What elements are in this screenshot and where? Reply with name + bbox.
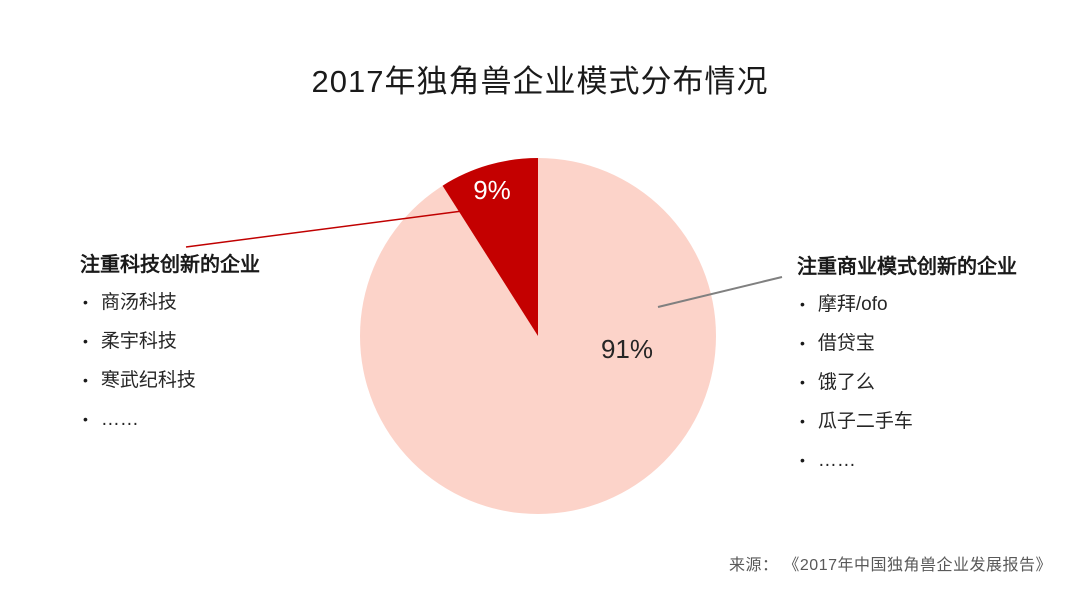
list-item-label: …… (817, 450, 856, 471)
list-item-label: 商汤科技 (100, 292, 177, 313)
bullet-icon: • (800, 413, 805, 429)
pie-slice-tech (442, 157, 538, 336)
list-item: • 瓜子二手车 (797, 411, 1017, 433)
business-example-list: • 摩拜/ofo • 借贷宝 • 饿了么 • 瓜子二手车 • …… (797, 294, 1017, 472)
list-item: • 摩拜/ofo (797, 294, 1017, 316)
bullet-icon: • (83, 294, 88, 310)
list-item: • 柔宇科技 (80, 331, 260, 353)
list-item: • 商汤科技 (80, 292, 260, 314)
bullet-icon: • (800, 296, 805, 312)
list-item-label: 摩拜/ofo (817, 294, 888, 315)
chart-title: 2017年独角兽企业模式分布情况 (311, 64, 769, 99)
business-group-header: 注重商业模式创新的企业 (797, 256, 1017, 278)
bullet-icon: • (800, 374, 805, 390)
list-item-label: 借贷宝 (817, 333, 875, 354)
list-item: • …… (80, 409, 260, 431)
tech-group-header: 注重科技创新的企业 (80, 254, 260, 276)
list-item-label: 寒武纪科技 (100, 370, 196, 391)
bullet-icon: • (83, 333, 88, 349)
bullet-icon: • (800, 335, 805, 351)
list-item-label: 柔宇科技 (100, 331, 177, 352)
list-item: • 饿了么 (797, 372, 1017, 394)
list-item-label: …… (100, 409, 139, 430)
leader-line-tech (185, 209, 471, 248)
pie-label-business-percent: 91% (600, 334, 654, 364)
list-item: • 寒武纪科技 (80, 370, 260, 392)
bullet-icon: • (800, 452, 805, 468)
business-annotation-group: 注重商业模式创新的企业 • 摩拜/ofo • 借贷宝 • 饿了么 • 瓜子二手车… (797, 254, 1017, 489)
list-item-label: 饿了么 (817, 372, 875, 393)
tech-annotation-group: 注重科技创新的企业 • 商汤科技 • 柔宇科技 • 寒武纪科技 • …… (80, 252, 260, 448)
list-item: • …… (797, 450, 1017, 472)
bullet-icon: • (83, 411, 88, 427)
list-item: • 借贷宝 (797, 333, 1017, 355)
leader-line-business (657, 276, 783, 308)
tech-example-list: • 商汤科技 • 柔宇科技 • 寒武纪科技 • …… (80, 292, 260, 431)
list-item-label: 瓜子二手车 (817, 411, 913, 432)
bullet-icon: • (83, 372, 88, 388)
source-note: 来源： 《2017年中国独角兽企业发展报告》 (728, 557, 1052, 574)
pie-label-tech-percent: 9% (473, 175, 511, 205)
